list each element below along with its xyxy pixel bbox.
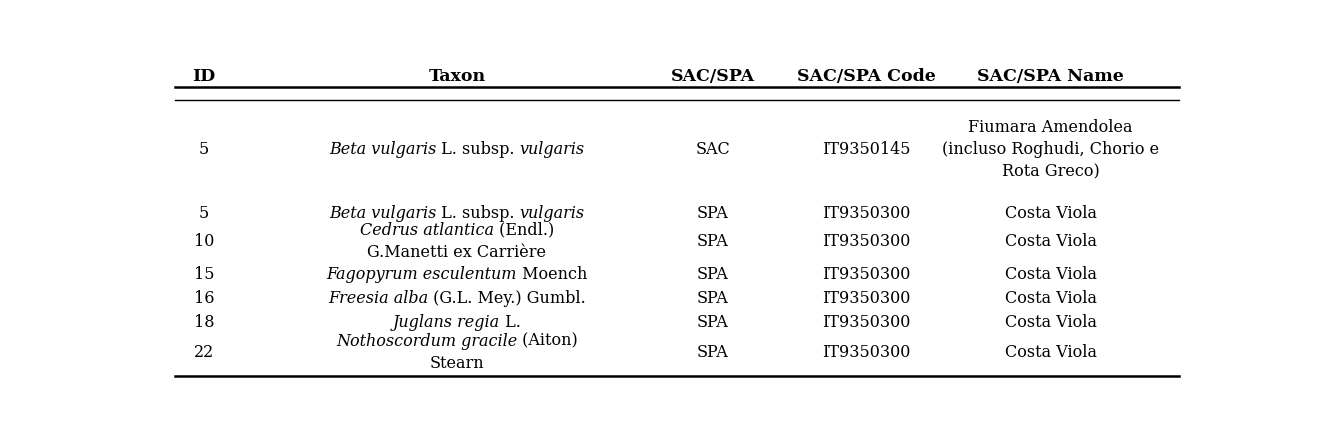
Text: Beta vulgaris: Beta vulgaris [329,141,436,159]
Text: SAC/SPA Code: SAC/SPA Code [797,68,935,85]
Text: SPA: SPA [697,344,729,361]
Text: (Endl.): (Endl.) [494,222,553,238]
Text: 5: 5 [199,205,209,222]
Text: Beta vulgaris: Beta vulgaris [329,205,436,222]
Text: Costa Viola: Costa Viola [1005,266,1096,283]
Text: Costa Viola: Costa Viola [1005,344,1096,361]
Text: (G.L. Mey.) Gumbl.: (G.L. Mey.) Gumbl. [428,290,585,307]
Text: Costa Viola: Costa Viola [1005,314,1096,331]
Text: IT9350300: IT9350300 [822,205,910,222]
Text: IT9350300: IT9350300 [822,344,910,361]
Text: 15: 15 [194,266,214,283]
Text: Costa Viola: Costa Viola [1005,205,1096,222]
Text: SPA: SPA [697,266,729,283]
Text: SPA: SPA [697,205,729,222]
Text: SPA: SPA [697,233,729,250]
Text: SPA: SPA [697,290,729,307]
Text: 5: 5 [199,141,209,159]
Text: SAC/SPA Name: SAC/SPA Name [978,68,1124,85]
Text: vulgaris: vulgaris [520,205,585,222]
Text: ID: ID [193,68,215,85]
Text: IT9350300: IT9350300 [822,290,910,307]
Text: 10: 10 [194,233,214,250]
Text: SAC: SAC [695,141,731,159]
Text: Taxon: Taxon [428,68,485,85]
Text: IT9350145: IT9350145 [822,141,910,159]
Text: IT9350300: IT9350300 [822,233,910,250]
Text: IT9350300: IT9350300 [822,266,910,283]
Text: (Aiton): (Aiton) [517,333,577,350]
Text: Moench: Moench [517,266,588,283]
Text: G.Manetti ex Carrière: G.Manetti ex Carrière [367,244,547,261]
Text: SPA: SPA [697,314,729,331]
Text: L. subsp.: L. subsp. [436,205,520,222]
Text: Costa Viola: Costa Viola [1005,233,1096,250]
Text: vulgaris: vulgaris [520,141,585,159]
Text: L. subsp.: L. subsp. [436,141,520,159]
Text: Fiumara Amendolea
(incluso Roghudi, Chorio e
Rota Greco): Fiumara Amendolea (incluso Roghudi, Chor… [942,119,1160,181]
Text: Costa Viola: Costa Viola [1005,290,1096,307]
Text: Freesia alba: Freesia alba [328,290,428,307]
Text: 18: 18 [194,314,214,331]
Text: 22: 22 [194,344,214,361]
Text: SAC/SPA: SAC/SPA [671,68,754,85]
Text: Fagopyrum esculentum: Fagopyrum esculentum [326,266,517,283]
Text: L.: L. [501,314,520,331]
Text: IT9350300: IT9350300 [822,314,910,331]
Text: Stearn: Stearn [429,356,485,372]
Text: Juglans regia: Juglans regia [392,314,501,331]
Text: 16: 16 [194,290,214,307]
Text: Nothoscordum gracile: Nothoscordum gracile [336,333,517,350]
Text: Cedrus atlantica: Cedrus atlantica [359,222,494,238]
